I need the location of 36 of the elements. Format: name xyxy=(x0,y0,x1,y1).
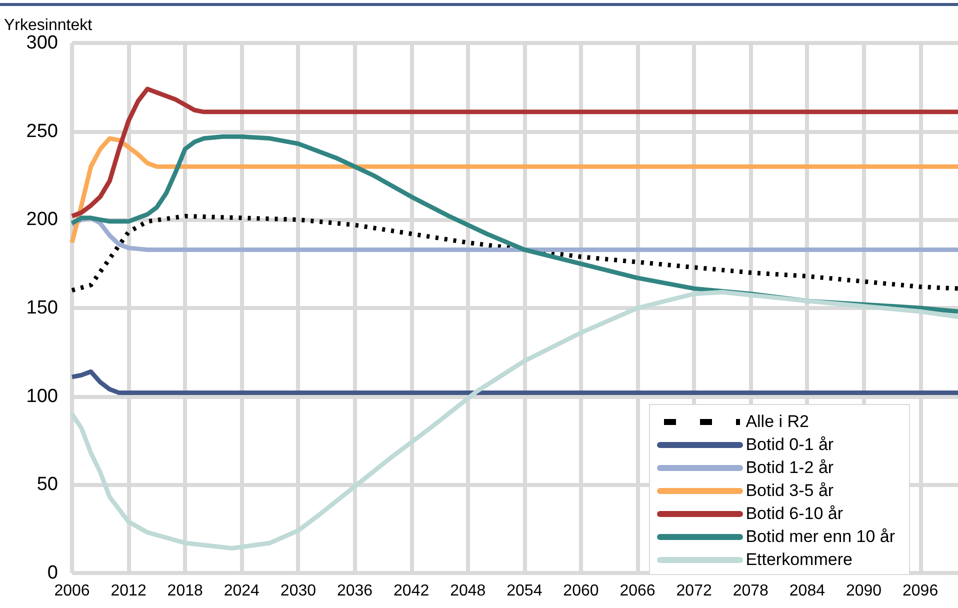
y-tick-label: 50 xyxy=(36,474,58,496)
x-tick-label: 2096 xyxy=(902,582,938,600)
y-tick-label: 100 xyxy=(26,386,58,407)
x-tick-label: 2018 xyxy=(167,582,204,600)
legend-label: Botid 1-2 år xyxy=(746,457,834,479)
y-tick-label: 250 xyxy=(26,120,58,142)
legend-label: Botid 6-10 år xyxy=(746,503,844,525)
line-series xyxy=(70,290,958,551)
x-tick-label: 2072 xyxy=(676,582,712,600)
line-series xyxy=(70,369,958,396)
x-tick-label: 2012 xyxy=(110,582,146,600)
y-tick-label: 300 xyxy=(26,32,58,54)
y-tick-label: 150 xyxy=(26,298,58,318)
x-tick-label: 2078 xyxy=(732,582,769,600)
legend-label: Botid 3-5 år xyxy=(746,480,834,502)
line-series xyxy=(70,214,958,293)
x-tick-label: 2054 xyxy=(506,582,542,600)
line-series xyxy=(70,136,958,245)
x-tick-label: 2066 xyxy=(620,582,656,600)
y-tick-label: 0 xyxy=(47,562,58,584)
y-tick-label: 200 xyxy=(26,209,58,230)
line-series xyxy=(70,86,958,218)
x-tick-label: 2030 xyxy=(280,582,316,600)
x-tick-label: 2048 xyxy=(450,582,486,600)
x-tick-label: 2090 xyxy=(846,582,882,600)
legend-label: Alle i R2 xyxy=(746,411,809,433)
y-axis-title: Yrkesinntekt xyxy=(4,17,93,34)
x-tick-label: 2006 xyxy=(54,582,90,600)
x-tick-label: 2084 xyxy=(789,582,826,600)
legend-label: Botid 0-1 år xyxy=(746,434,834,456)
x-tick-label: 2042 xyxy=(394,582,430,600)
x-tick-label: 2036 xyxy=(336,582,373,600)
legend-label: Etterkommere xyxy=(746,549,852,571)
legend-label: Botid mer enn 10 år xyxy=(746,526,895,548)
x-tick-label: 2060 xyxy=(563,582,599,600)
x-tick-label: 2024 xyxy=(224,582,260,600)
